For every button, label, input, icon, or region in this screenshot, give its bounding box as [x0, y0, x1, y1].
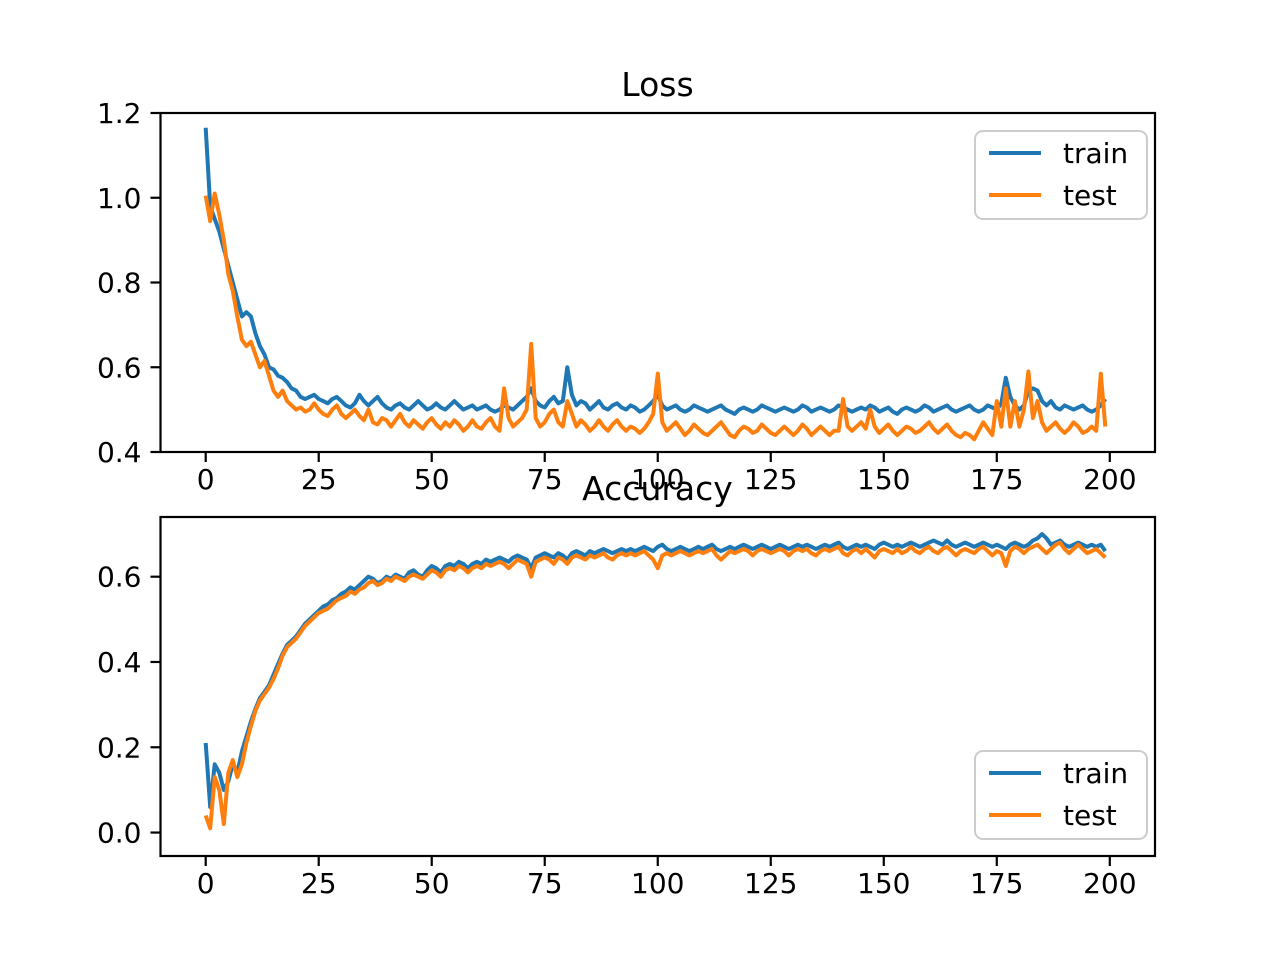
- accuracy-y-tick-label: 0.2: [97, 731, 142, 764]
- accuracy-legend-test-label: test: [1063, 799, 1117, 832]
- loss-x-tick-label: 125: [744, 463, 797, 496]
- accuracy-y-tick-label: 0.0: [97, 817, 142, 850]
- loss-y-tick-label: 1.2: [97, 97, 142, 130]
- accuracy-x-tick-label: 100: [631, 867, 684, 900]
- loss-x-tick-label: 50: [414, 463, 450, 496]
- accuracy-x-tick-label: 0: [197, 867, 215, 900]
- accuracy-x-tick-label: 75: [527, 867, 563, 900]
- loss-x-tick-label: 150: [857, 463, 910, 496]
- accuracy-legend: train test: [974, 750, 1148, 840]
- accuracy-x-tick-label: 25: [301, 867, 337, 900]
- accuracy-x-tick-label: 50: [414, 867, 450, 900]
- loss-legend: train test: [974, 130, 1148, 220]
- accuracy-subplot: 0 25 50 75 100 125 150 175 200 0.0 0.2 0.4 0.6: [97, 515, 1157, 900]
- loss-train-line: [203, 127, 1107, 416]
- loss-legend-test-label: test: [1063, 179, 1117, 212]
- loss-x-tick-label: 0: [197, 463, 215, 496]
- loss-axes-box: [159, 111, 1157, 454]
- accuracy-legend-train-label: train: [1063, 757, 1128, 790]
- loss-x-tick-label: 200: [1083, 463, 1136, 496]
- accuracy-x-tick-label: 200: [1083, 867, 1136, 900]
- accuracy-x-tick-label: 175: [970, 867, 1023, 900]
- accuracy-x-tick-label: 125: [744, 867, 797, 900]
- loss-x-tick-label: 75: [527, 463, 563, 496]
- loss-x-tick-label: 25: [301, 463, 337, 496]
- accuracy-title: Accuracy: [582, 469, 733, 508]
- loss-legend-train-label: train: [1063, 137, 1128, 170]
- loss-x-tick-label: 175: [970, 463, 1023, 496]
- accuracy-y-tick-label: 0.6: [97, 561, 142, 594]
- loss-y-tick-label: 1.0: [97, 182, 142, 215]
- loss-title: Loss: [621, 65, 693, 104]
- loss-subplot: 0 25 50 75 100 125 150 175 200 0.4 0.6 0.8 1.0 1.2: [97, 97, 1157, 496]
- loss-y-tick-label: 0.8: [97, 267, 142, 300]
- loss-y-tick-label: 0.4: [97, 436, 142, 469]
- accuracy-train-line: [203, 532, 1107, 809]
- accuracy-test-line: [203, 540, 1107, 831]
- accuracy-x-tick-label: 150: [857, 867, 910, 900]
- accuracy-y-tick-label: 0.4: [97, 646, 142, 679]
- accuracy-axes-box: [159, 515, 1157, 858]
- loss-y-tick-label: 0.6: [97, 351, 142, 384]
- loss-test-line: [203, 191, 1108, 442]
- loss-x-tick-label: 100: [631, 463, 684, 496]
